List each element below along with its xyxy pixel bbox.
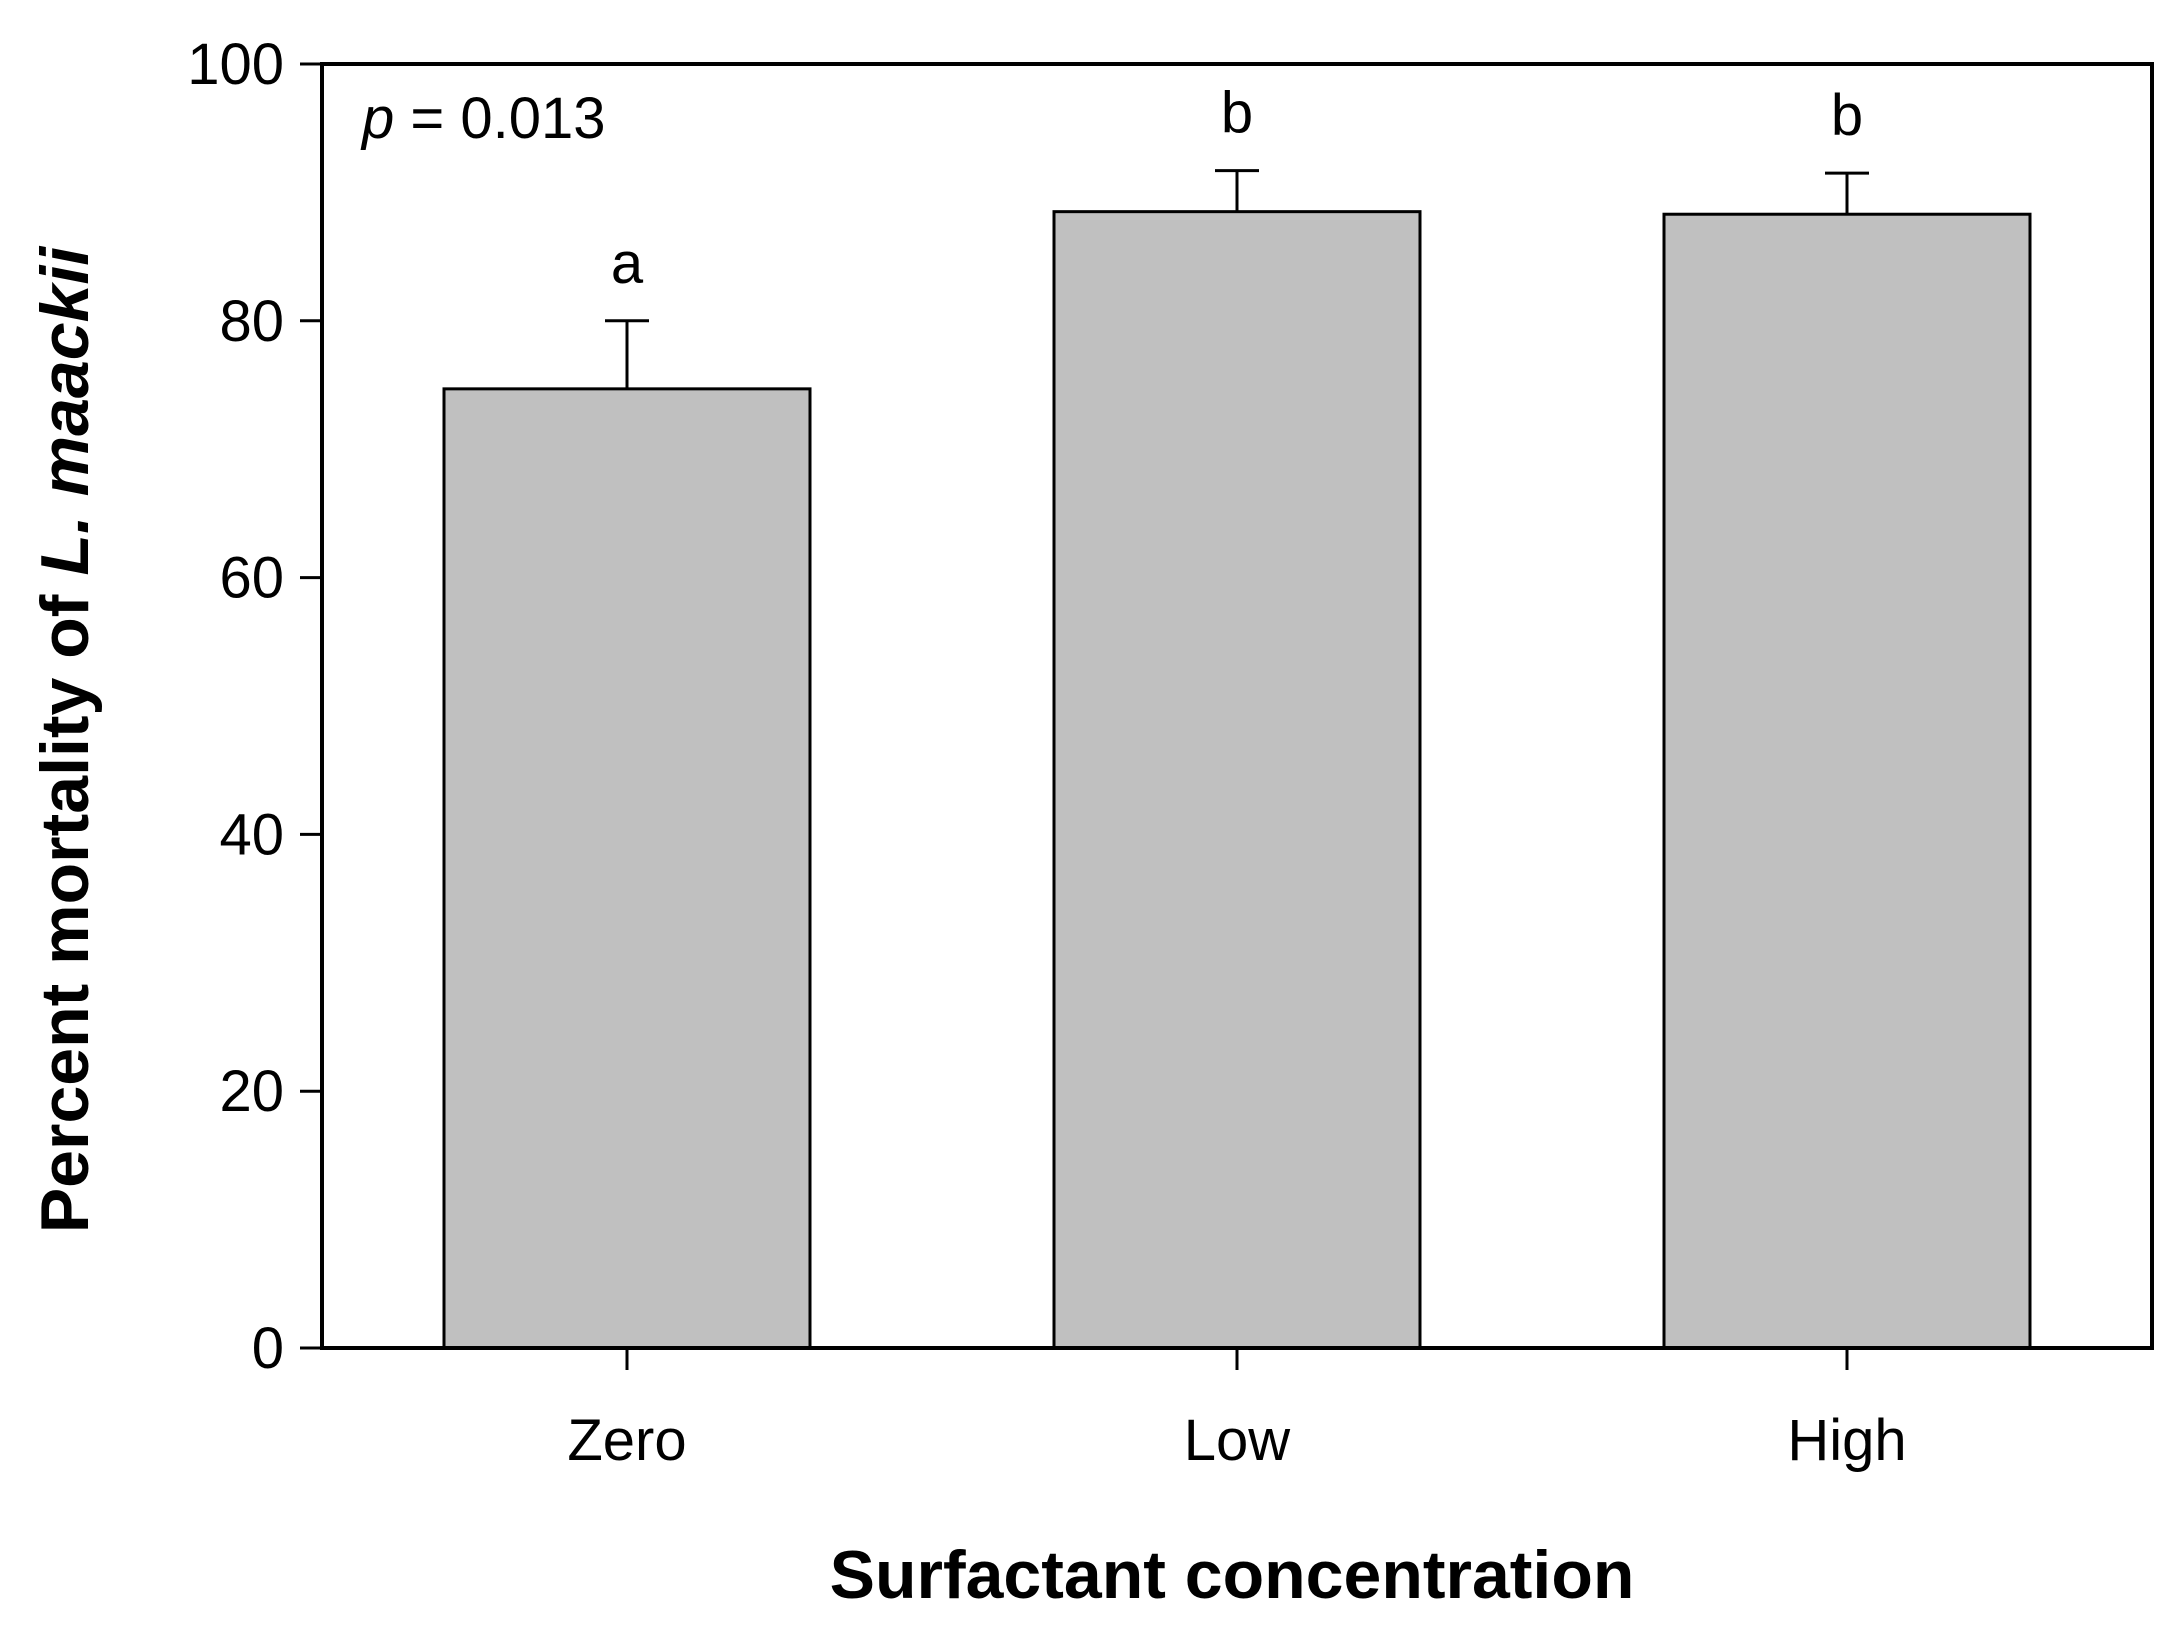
bar-low <box>1052 210 1422 1350</box>
y-tick-label-20: 20 <box>219 1059 284 1124</box>
y-tick-label-40: 40 <box>219 802 284 867</box>
p-value-symbol: p <box>360 86 394 151</box>
y-axis-title-species: L. maackii <box>27 245 103 576</box>
significance-letter-high: b <box>1831 83 1863 148</box>
p-value-text: = 0.013 <box>394 86 605 151</box>
x-tick-label-high: High <box>1787 1408 1906 1473</box>
significance-letter-zero: a <box>611 231 644 296</box>
bar-high <box>1662 212 2032 1350</box>
y-axis-title-prefix: Percent mortality of <box>27 576 103 1234</box>
y-tick-label-80: 80 <box>219 289 284 354</box>
y-axis: 0 20 40 60 80 100 <box>187 32 322 1381</box>
x-axis: Zero Low High <box>567 1348 1907 1473</box>
error-bar-high <box>1825 171 1869 215</box>
y-axis-title: Percent mortality of L. maackii <box>27 245 103 1233</box>
x-axis-title: Surfactant concentration <box>830 1537 1635 1613</box>
plot-frame <box>320 62 2154 1350</box>
x-tick-label-low: Low <box>1184 1408 1292 1473</box>
y-tick-label-60: 60 <box>219 546 284 611</box>
significance-letters-layer: a b b <box>611 81 1863 296</box>
bars-layer <box>442 210 2032 1350</box>
error-bars-layer <box>605 169 1869 389</box>
error-bar-zero <box>605 319 649 389</box>
bar-zero <box>442 387 812 1350</box>
p-value-annotation: p = 0.013 <box>360 86 606 151</box>
y-tick-label-0: 0 <box>252 1316 284 1381</box>
x-tick-label-zero: Zero <box>567 1408 686 1473</box>
y-tick-label-100: 100 <box>187 32 284 97</box>
significance-letter-low: b <box>1221 81 1253 146</box>
error-bar-low <box>1215 169 1259 212</box>
